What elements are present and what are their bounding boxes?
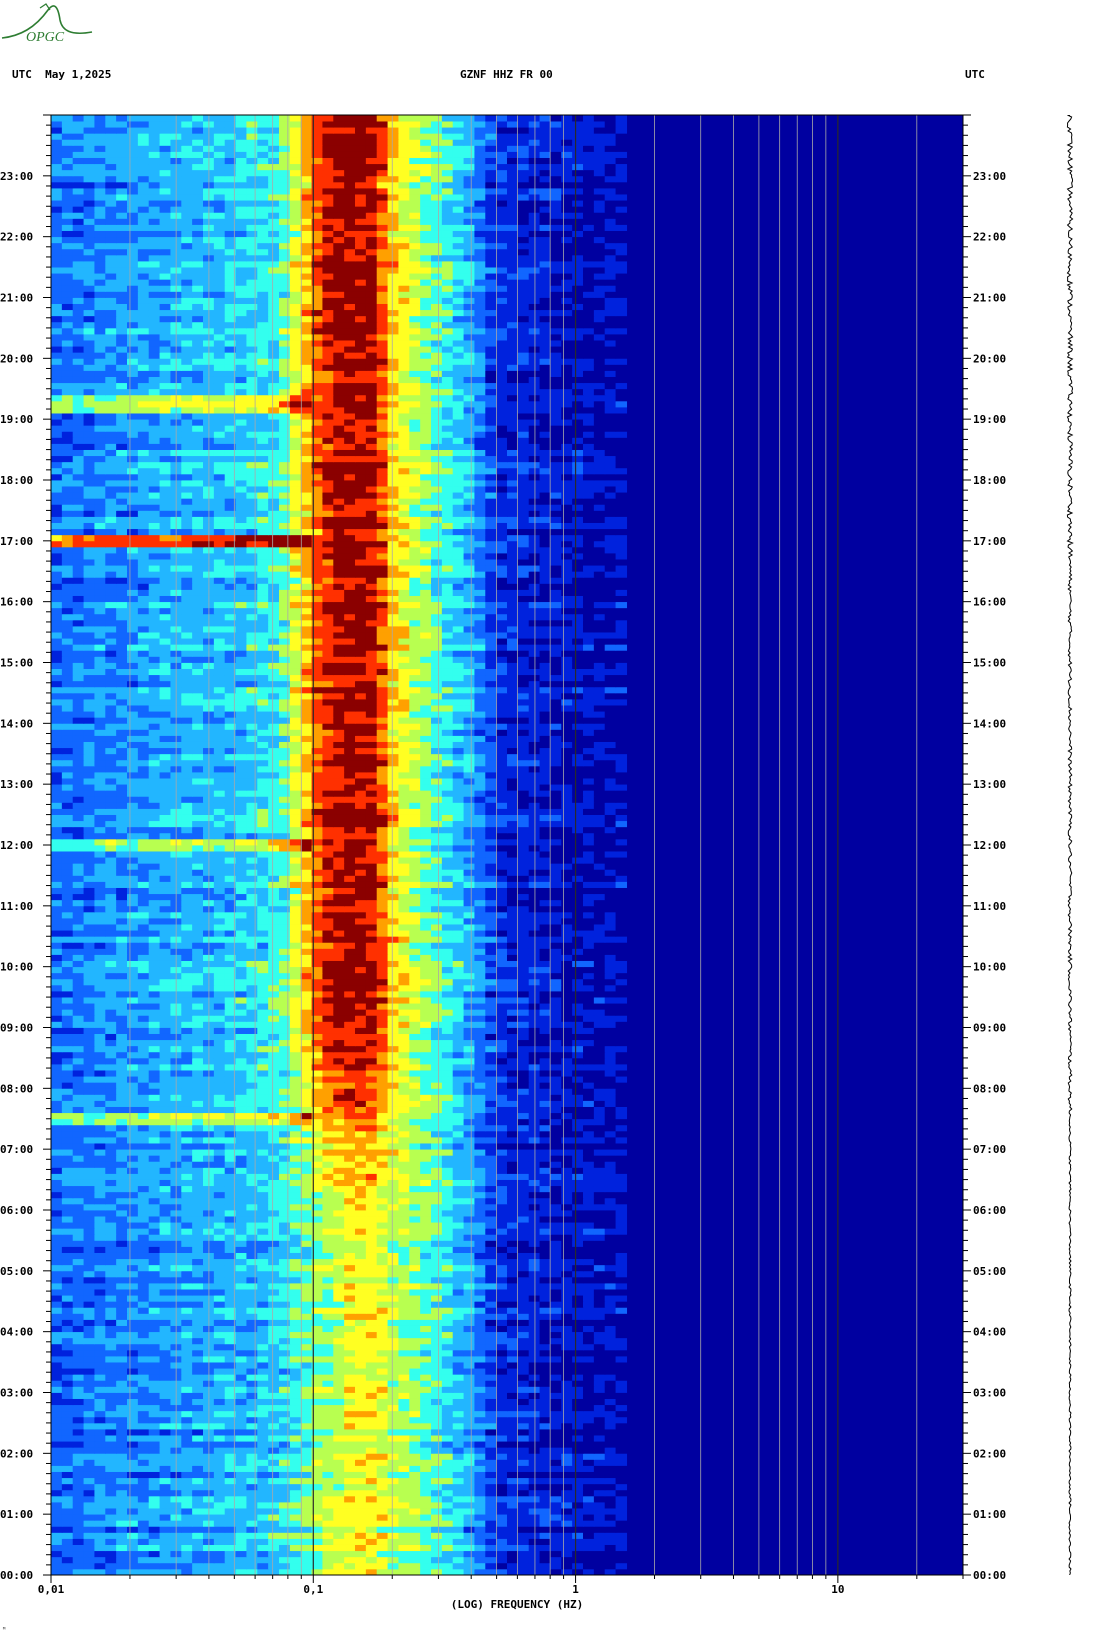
y-tick-label-left: 16:00 <box>0 596 33 609</box>
y-tick-label-right: 15:00 <box>973 657 1006 670</box>
logo-mountain-icon <box>1 5 93 39</box>
y-tick-label-right: 12:00 <box>973 839 1006 852</box>
y-tick-label-left: 14:00 <box>0 717 33 730</box>
x-axis-title: (LOG) FREQUENCY (HZ) <box>451 1598 583 1611</box>
y-tick-label-right: 16:00 <box>973 596 1006 609</box>
y-tick-label-right: 09:00 <box>973 1022 1006 1035</box>
y-tick-label-left: 15:00 <box>0 657 33 670</box>
y-tick-label-left: 04:00 <box>0 1326 33 1339</box>
header-station: GZNF HHZ FR 00 <box>460 68 553 81</box>
y-tick-label-left: 10:00 <box>0 961 33 974</box>
y-tick-label-right: 13:00 <box>973 778 1006 791</box>
y-tick-label-right: 23:00 <box>973 170 1006 183</box>
y-tick-label-right: 17:00 <box>973 535 1006 548</box>
y-tick-label-left: 12:00 <box>0 839 33 852</box>
y-tick-label-left: 02:00 <box>0 1447 33 1460</box>
opgc-logo: OPGC <box>1 3 93 45</box>
y-tick-label-right: 00:00 <box>973 1569 1006 1582</box>
spectrogram-heatmap <box>51 115 963 1576</box>
header-timezone-date: UTC May 1,2025 <box>12 68 112 81</box>
y-tick-label-right: 01:00 <box>973 1508 1006 1521</box>
x-tick-label: 0,01 <box>38 1583 65 1596</box>
y-tick-label-left: 20:00 <box>0 352 33 365</box>
y-tick-label-left: 06:00 <box>0 1204 33 1217</box>
frequency-gridlines <box>129 115 918 1575</box>
y-tick-label-left: 21:00 <box>0 292 33 305</box>
y-tick-label-right: 21:00 <box>973 292 1006 305</box>
y-tick-label-right: 10:00 <box>973 961 1006 974</box>
y-tick-label-right: 08:00 <box>973 1082 1006 1095</box>
y-tick-label-right: 22:00 <box>973 231 1006 244</box>
axis-ticks <box>43 114 971 1583</box>
y-tick-label-left: 03:00 <box>0 1387 33 1400</box>
y-tick-label-left: 01:00 <box>0 1508 33 1521</box>
y-tick-label-right: 05:00 <box>973 1265 1006 1278</box>
y-tick-label-right: 03:00 <box>973 1387 1006 1400</box>
x-tick-label: 10 <box>831 1583 844 1596</box>
corner-mark: ᴹ <box>2 1626 7 1634</box>
y-tick-label-left: 09:00 <box>0 1022 33 1035</box>
y-tick-label-right: 11:00 <box>973 900 1006 913</box>
y-tick-label-right: 02:00 <box>973 1447 1006 1460</box>
y-tick-label-left: 13:00 <box>0 778 33 791</box>
y-tick-label-right: 07:00 <box>973 1143 1006 1156</box>
y-tick-label-right: 19:00 <box>973 413 1006 426</box>
y-tick-label-right: 04:00 <box>973 1326 1006 1339</box>
x-tick-label: 0,1 <box>303 1583 323 1596</box>
y-tick-label-left: 18:00 <box>0 474 33 487</box>
y-tick-label-left: 23:00 <box>0 170 33 183</box>
y-tick-label-right: 06:00 <box>973 1204 1006 1217</box>
logo-text: OPGC <box>26 30 65 45</box>
seismic-trace <box>1066 115 1074 1575</box>
y-tick-label-right: 14:00 <box>973 717 1006 730</box>
x-tick-label: 1 <box>572 1583 579 1596</box>
y-tick-label-right: 18:00 <box>973 474 1006 487</box>
y-tick-label-left: 17:00 <box>0 535 33 548</box>
header-timezone-right: UTC <box>965 68 985 81</box>
y-tick-label-left: 19:00 <box>0 413 33 426</box>
axis-labels: 00:00 00:00 01:00 01:00 02:00 02:00 03:00 03:00… <box>0 170 1006 1596</box>
y-tick-label-right: 20:00 <box>973 352 1006 365</box>
y-tick-label-left: 08:00 <box>0 1082 33 1095</box>
y-tick-label-left: 11:00 <box>0 900 33 913</box>
y-tick-label-left: 22:00 <box>0 231 33 244</box>
y-tick-label-left: 05:00 <box>0 1265 33 1278</box>
y-tick-label-left: 00:00 <box>0 1569 33 1582</box>
y-tick-label-left: 07:00 <box>0 1143 33 1156</box>
